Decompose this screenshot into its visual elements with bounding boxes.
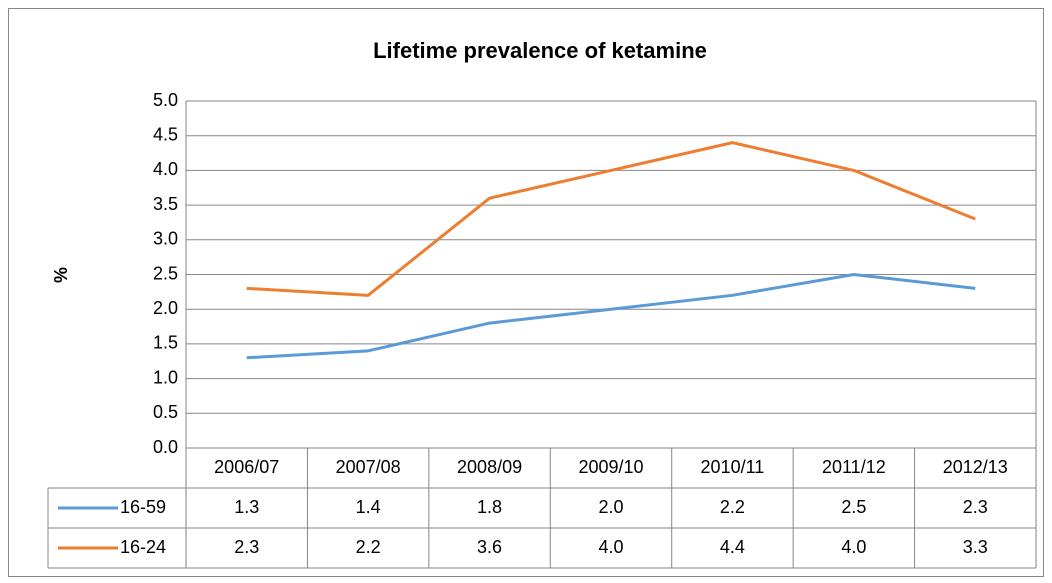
table-value: 4.0: [841, 537, 866, 557]
chart-border: [8, 8, 1044, 577]
table-value: 2.0: [598, 497, 623, 517]
y-tick-label: 3.0: [153, 229, 178, 249]
table-value: 4.4: [720, 537, 745, 557]
x-tick-label: 2009/10: [578, 457, 643, 477]
table-value: 1.3: [234, 497, 259, 517]
x-tick-label: 2012/13: [943, 457, 1008, 477]
chart-title: Lifetime prevalence of ketamine: [373, 38, 707, 63]
table-value: 3.3: [963, 537, 988, 557]
table-value: 2.3: [963, 497, 988, 517]
y-axis-label: %: [51, 267, 71, 283]
table-value: 1.8: [477, 497, 502, 517]
series-line: [246, 141, 976, 297]
x-tick-label: 2006/07: [214, 457, 279, 477]
table-value: 2.2: [356, 537, 381, 557]
y-tick-label: 1.0: [153, 367, 178, 387]
y-tick-label: 5.0: [153, 90, 178, 110]
y-tick-label: 2.0: [153, 298, 178, 318]
table-value: 2.2: [720, 497, 745, 517]
y-tick-label: 0.5: [153, 402, 178, 422]
legend-label: 16-24: [120, 537, 166, 557]
y-tick-label: 2.5: [153, 263, 178, 283]
legend-label: 16-59: [120, 497, 166, 517]
x-tick-label: 2011/12: [822, 457, 886, 477]
y-tick-label: 1.5: [153, 333, 178, 353]
table-value: 3.6: [477, 537, 502, 557]
y-tick-label: 4.5: [153, 124, 178, 144]
table-value: 2.5: [841, 497, 866, 517]
y-tick-label: 4.0: [153, 159, 178, 179]
series-line: [246, 273, 976, 360]
x-tick-label: 2007/08: [336, 457, 401, 477]
table-value: 1.4: [356, 497, 381, 517]
x-tick-label: 2008/09: [457, 457, 522, 477]
y-tick-label: 3.5: [153, 194, 178, 214]
x-tick-label: 2010/11: [701, 457, 765, 477]
y-tick-label: 0.0: [153, 437, 178, 457]
table-value: 2.3: [234, 537, 259, 557]
table-value: 4.0: [598, 537, 623, 557]
